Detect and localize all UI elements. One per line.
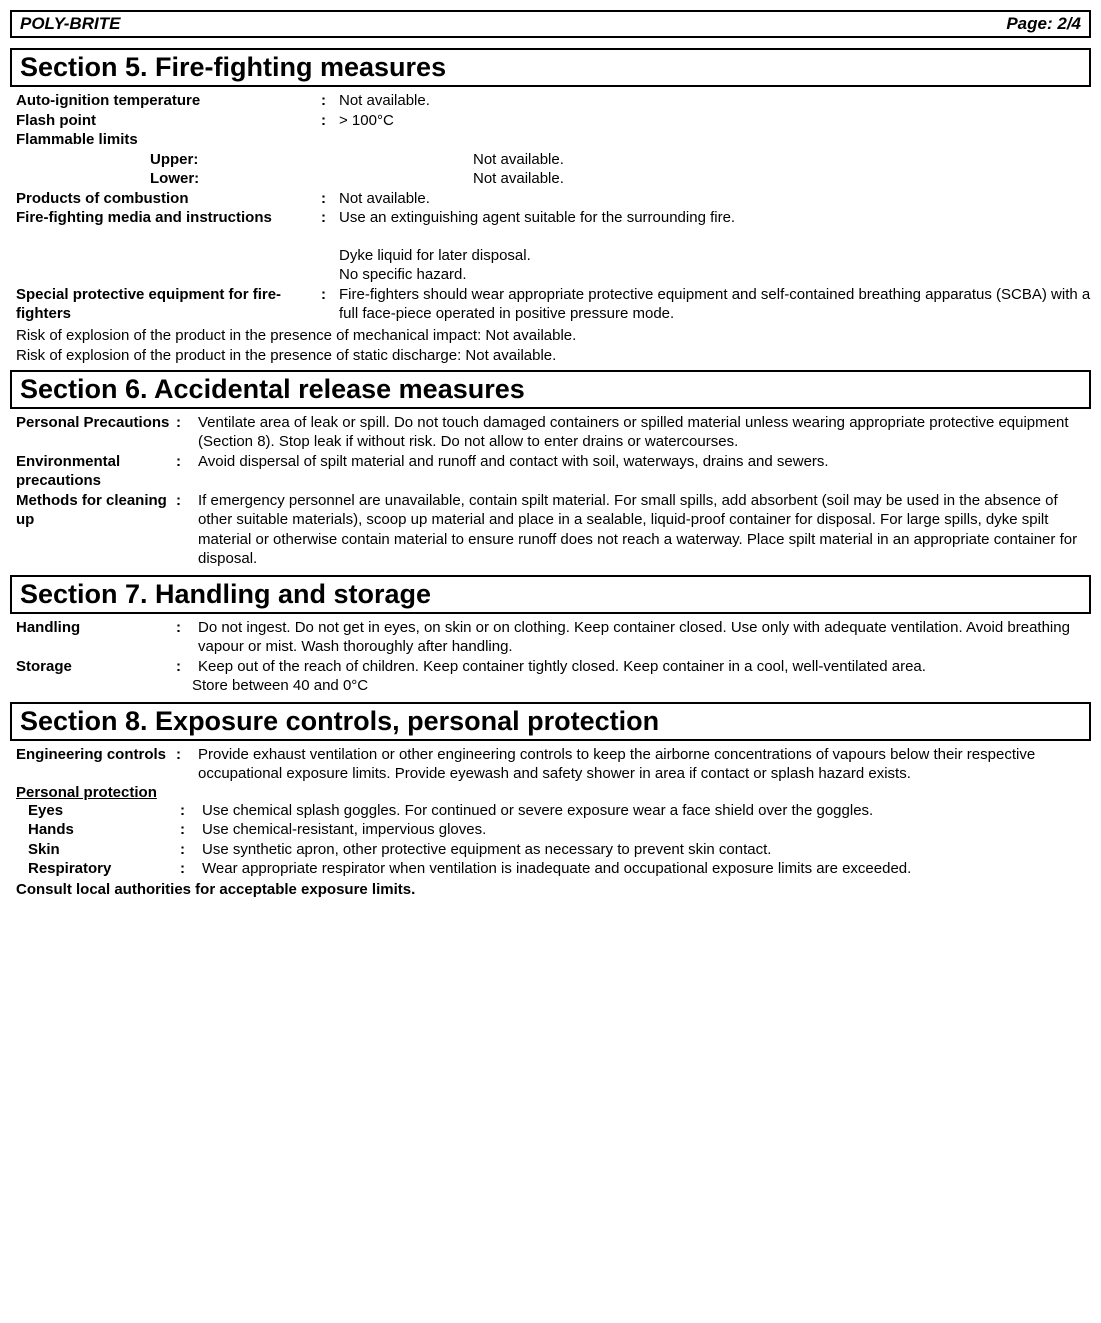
hands-value: Use chemical-resistant, impervious glove…	[202, 820, 1091, 840]
firefighting-media-label: Fire-fighting media and instructions	[10, 208, 321, 285]
colon: :	[321, 189, 339, 209]
firefighting-media-line1: Use an extinguishing agent suitable for …	[339, 208, 1091, 228]
risk-static: Risk of explosion of the product in the …	[10, 347, 1091, 364]
handling-value: Do not ingest. Do not get in eyes, on sk…	[198, 618, 1091, 657]
upper-label: Upper:	[10, 150, 455, 170]
lower-value: Not available.	[473, 169, 1091, 189]
auto-ignition-value: Not available.	[339, 91, 1091, 111]
engineering-controls-value: Provide exhaust ventilation or other eng…	[198, 745, 1091, 784]
special-equipment-value: Fire-fighters should wear appropriate pr…	[339, 285, 1091, 324]
flash-point-value: > 100°C	[339, 111, 1091, 131]
respiratory-label: Respiratory	[10, 859, 180, 879]
section6-title: Section 6. Accidental release measures	[10, 370, 1091, 409]
colon: :	[180, 801, 202, 821]
storage-value: Keep out of the reach of children. Keep …	[198, 657, 1091, 696]
section8-title: Section 8. Exposure controls, personal p…	[10, 702, 1091, 741]
consult-text: Consult local authorities for acceptable…	[10, 881, 1091, 898]
product-name: POLY-BRITE	[20, 14, 120, 34]
colon: :	[176, 491, 198, 569]
firefighting-media-line2: Dyke liquid for later disposal.	[339, 246, 1091, 266]
environmental-precautions-label: Environmental precautions	[10, 452, 176, 491]
risk-mechanical: Risk of explosion of the product in the …	[10, 327, 1091, 344]
storage-line2: Store between 40 and 0°C	[192, 676, 1083, 696]
respiratory-value: Wear appropriate respirator when ventila…	[202, 859, 1091, 879]
environmental-precautions-value: Avoid dispersal of spilt material and ru…	[198, 452, 1091, 491]
eyes-value: Use chemical splash goggles. For continu…	[202, 801, 1091, 821]
colon: :	[321, 91, 339, 111]
products-combustion-value: Not available.	[339, 189, 1091, 209]
skin-label: Skin	[10, 840, 180, 860]
colon: :	[180, 840, 202, 860]
storage-line1: Keep out of the reach of children. Keep …	[198, 657, 1083, 677]
firefighting-media-line3: No specific hazard.	[339, 265, 1091, 285]
colon: :	[321, 208, 339, 285]
personal-precautions-value: Ventilate area of leak or spill. Do not …	[198, 413, 1091, 452]
auto-ignition-label: Auto-ignition temperature	[10, 91, 321, 111]
colon: :	[176, 413, 198, 452]
colon: :	[176, 452, 198, 491]
colon: :	[180, 820, 202, 840]
flash-point-label: Flash point	[10, 111, 321, 131]
engineering-controls-label: Engineering controls	[10, 745, 176, 784]
colon: :	[176, 618, 198, 657]
page-header: POLY-BRITE Page: 2/4	[10, 10, 1091, 38]
colon: :	[176, 745, 198, 784]
colon-blank	[455, 150, 473, 170]
flammable-limits-label: Flammable limits	[10, 130, 321, 150]
section7-title: Section 7. Handling and storage	[10, 575, 1091, 614]
products-combustion-label: Products of combustion	[10, 189, 321, 209]
colon: :	[180, 859, 202, 879]
colon: :	[321, 111, 339, 131]
section5-title: Section 5. Fire-fighting measures	[10, 48, 1091, 87]
personal-protection-heading: Personal protection	[10, 784, 1091, 801]
methods-cleaning-value: If emergency personnel are unavailable, …	[198, 491, 1091, 569]
storage-label: Storage	[10, 657, 176, 696]
hands-label: Hands	[10, 820, 180, 840]
skin-value: Use synthetic apron, other protective eq…	[202, 840, 1091, 860]
special-equipment-label: Special protective equipment for fire-fi…	[10, 285, 321, 324]
firefighting-media-value: Use an extinguishing agent suitable for …	[339, 208, 1091, 285]
handling-label: Handling	[10, 618, 176, 657]
page-number: Page: 2/4	[1006, 14, 1081, 34]
colon-blank	[455, 169, 473, 189]
colon: :	[321, 285, 339, 324]
lower-label: Lower:	[10, 169, 455, 189]
eyes-label: Eyes	[10, 801, 180, 821]
upper-value: Not available.	[473, 150, 1091, 170]
personal-precautions-label: Personal Precautions	[10, 413, 176, 452]
methods-cleaning-label: Methods for cleaning up	[10, 491, 176, 569]
